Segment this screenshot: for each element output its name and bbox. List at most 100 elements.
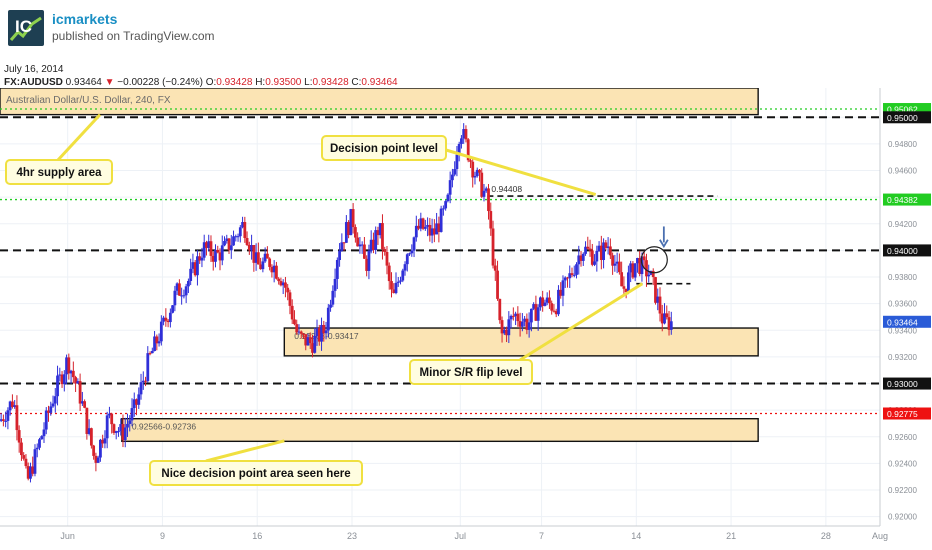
candle-body	[636, 257, 639, 264]
candle-body	[460, 138, 463, 144]
candle-body	[150, 351, 154, 354]
candle-body	[665, 313, 669, 318]
candle-body	[604, 242, 608, 248]
candle-body	[234, 236, 238, 238]
price-tick-label: 0.92400	[888, 459, 917, 468]
candle-body	[586, 246, 590, 249]
candle-body	[62, 374, 66, 385]
candle-body	[543, 302, 547, 306]
candle-body	[417, 225, 420, 229]
supply-demand-zone	[283, 327, 759, 357]
candle-body	[451, 174, 454, 181]
price-tag-bg	[883, 244, 931, 257]
candle-body	[367, 250, 371, 271]
price-tag-label: 0.95000	[887, 113, 918, 123]
candle-body	[532, 304, 536, 309]
candle-body	[272, 265, 276, 273]
candle-body	[302, 333, 305, 335]
candle-body	[498, 298, 502, 321]
candle-body	[229, 245, 233, 251]
candle-body	[581, 253, 585, 261]
price-chart[interactable]: 0.93208-0.93417 0.92566-0.92736 Australian…	[0, 88, 932, 550]
candle-body	[141, 380, 145, 383]
low-value: 0.93428	[312, 77, 349, 88]
candle-body	[529, 308, 533, 323]
candle-body	[99, 439, 102, 458]
zone-label: 0.93208-0.93417	[294, 331, 359, 341]
candle-body	[284, 282, 287, 288]
candle-body	[11, 401, 14, 407]
candle-body	[627, 272, 630, 293]
candle-body	[159, 321, 163, 342]
candle-body	[42, 429, 46, 437]
candle-body	[110, 413, 114, 425]
candle-body	[182, 295, 186, 297]
candle-body	[198, 256, 202, 261]
candle-body	[541, 297, 545, 306]
candle-body	[275, 265, 278, 279]
candle-body	[457, 143, 461, 155]
candle-body	[487, 188, 490, 212]
candle-body	[92, 445, 96, 456]
candle-body	[311, 343, 314, 353]
candle-body	[356, 237, 360, 247]
icmarkets-logo[interactable]: IC	[8, 10, 44, 46]
supply-demand-zone	[0, 88, 759, 116]
candle-body	[33, 449, 37, 474]
ticker-info: July 16, 2014 FX:AUDUSD 0.93464 ▼ −0.002…	[4, 63, 398, 89]
candle-body	[245, 237, 249, 246]
candle-body	[539, 297, 542, 308]
candle-body	[624, 288, 628, 293]
candle-body	[76, 381, 80, 384]
annotation-text: 4hr supply area	[16, 167, 102, 179]
candle-body	[227, 238, 231, 251]
candle-body	[617, 261, 621, 273]
candle-body	[536, 307, 540, 321]
candle-body	[383, 249, 387, 252]
candle-body	[602, 242, 605, 260]
candle-body	[432, 228, 436, 235]
candle-body	[394, 282, 398, 294]
candle-body	[112, 424, 116, 433]
candle-body	[270, 266, 274, 273]
price-tag-bg	[883, 377, 931, 390]
candle-body	[317, 328, 321, 342]
candle-body	[545, 297, 549, 303]
ticker-change: −0.00228 (−0.24%)	[117, 77, 203, 88]
candle-body	[534, 304, 538, 321]
candle-body	[410, 250, 414, 254]
candle-body	[559, 289, 563, 296]
candle-body	[51, 403, 55, 407]
price-tick-label: 0.93200	[888, 353, 917, 362]
candle-body	[399, 280, 402, 282]
price-tag-label: 0.92775	[887, 409, 918, 419]
candle-body	[360, 244, 364, 246]
candle-body	[290, 305, 294, 320]
candle-body	[439, 208, 443, 232]
candle-body	[372, 239, 375, 251]
ticker-line: FX:AUDUSD 0.93464 ▼ −0.00228 (−0.24%) O:…	[4, 76, 398, 89]
candle-body	[390, 281, 393, 290]
candle-body	[114, 431, 118, 433]
candle-body	[168, 312, 172, 323]
candle-body	[216, 249, 220, 253]
candle-body	[313, 336, 317, 353]
candle-body	[261, 261, 265, 270]
annotation-box	[5, 159, 113, 185]
candle-body	[146, 353, 150, 382]
candle-body	[22, 455, 26, 459]
candle-body	[44, 410, 48, 430]
candle-body	[507, 319, 511, 336]
candle-body	[654, 277, 657, 303]
candle-body	[340, 242, 344, 251]
candle-body	[1, 419, 5, 421]
candle-body	[135, 399, 138, 405]
candle-body	[286, 287, 290, 293]
price-tick-label: 0.93600	[888, 300, 917, 309]
candle-body	[252, 245, 256, 263]
time-tick-label: Jun	[60, 531, 75, 541]
price-tag-bg	[883, 111, 931, 124]
time-tick-label: 9	[160, 531, 165, 541]
candle-body	[207, 241, 211, 248]
brand-name[interactable]: icmarkets	[52, 11, 118, 27]
